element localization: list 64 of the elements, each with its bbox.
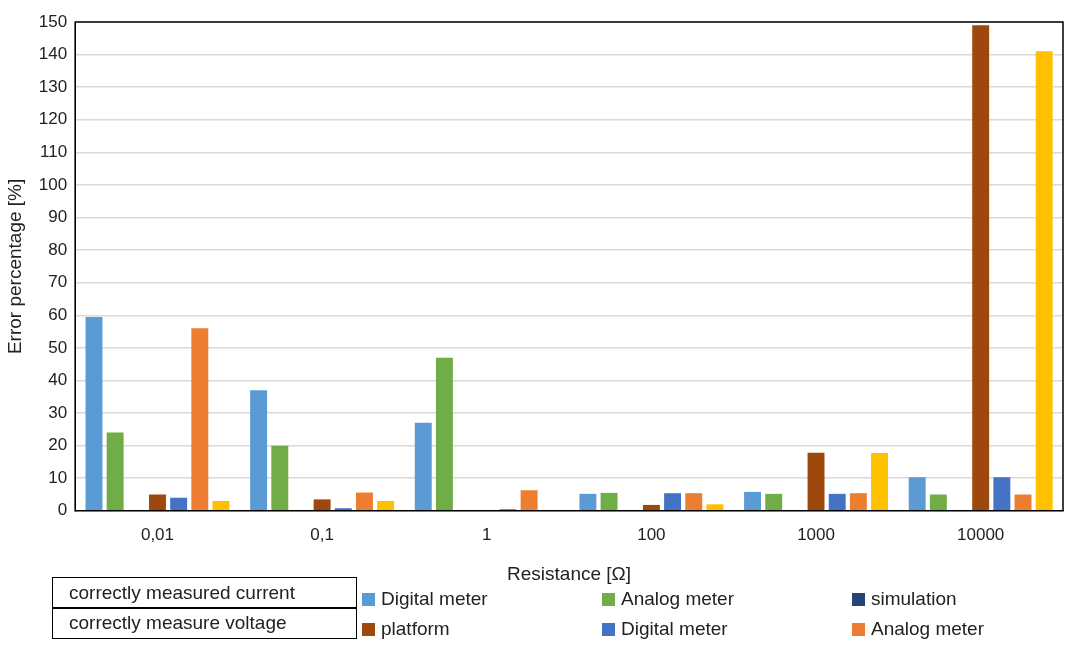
bar [170,497,188,511]
legend-label: Digital meter [620,618,729,640]
bar [685,493,703,511]
legend-label: simulation [870,588,958,610]
bar [377,501,395,511]
legend-label: Analog meter [870,618,985,640]
x-tick-label: 100 [637,524,666,544]
y-tick-label: 50 [48,337,68,357]
bar [435,357,453,511]
x-tick-label: 0,1 [310,524,334,544]
bar [520,490,538,511]
legend-label: platform [380,618,451,640]
bar [972,25,990,511]
y-tick-label: 20 [48,435,68,455]
legend-label: Analog meter [620,588,735,610]
bar [908,477,926,511]
bar [929,494,947,511]
bar [807,452,825,511]
bar [744,491,761,511]
bar [313,499,331,511]
bar [828,493,846,511]
y-axis-title: Error percentage [%] [3,178,25,355]
bar [600,492,618,511]
bar [106,432,124,511]
y-tick-label: 120 [38,109,68,129]
bar [191,328,209,511]
bar [414,422,432,511]
y-tick-label: 30 [48,402,68,422]
y-tick-label: 100 [38,174,68,194]
y-tick-label: 90 [48,207,68,227]
y-tick-label: 10 [48,467,68,487]
x-tick-label: 10000 [957,524,1005,544]
bar [706,504,724,511]
y-tick-label: 110 [40,142,68,162]
y-tick-label: 0 [57,500,68,520]
bar [1035,51,1053,511]
bar [993,477,1011,511]
bar [271,445,289,511]
y-tick-label: 140 [38,44,68,64]
x-axis-title: Resistance [Ω] [507,562,632,584]
x-tick-label: 1 [482,524,492,544]
bar [250,390,268,511]
y-tick-label: 40 [48,370,68,390]
bar [149,494,166,511]
bar [579,493,597,511]
bar [85,316,103,511]
legend-label: Digital meter [380,588,489,610]
bar [355,492,373,511]
text: correctly measure voltage [52,607,357,639]
bar [871,453,889,511]
bar [1014,494,1032,511]
x-tick-label: 0,01 [140,524,175,544]
y-tick-label: 70 [48,272,68,292]
y-tick-label: 130 [38,76,68,96]
x-tick-label: 1000 [797,524,835,544]
y-tick-label: 80 [48,239,68,259]
bar [765,493,783,511]
y-tick-label: 60 [48,304,68,324]
bar [642,504,660,511]
bar [212,501,230,511]
text: correctly measured current [52,576,357,609]
bar [664,493,682,511]
bar [849,493,867,511]
y-tick-label: 150 [38,11,68,31]
